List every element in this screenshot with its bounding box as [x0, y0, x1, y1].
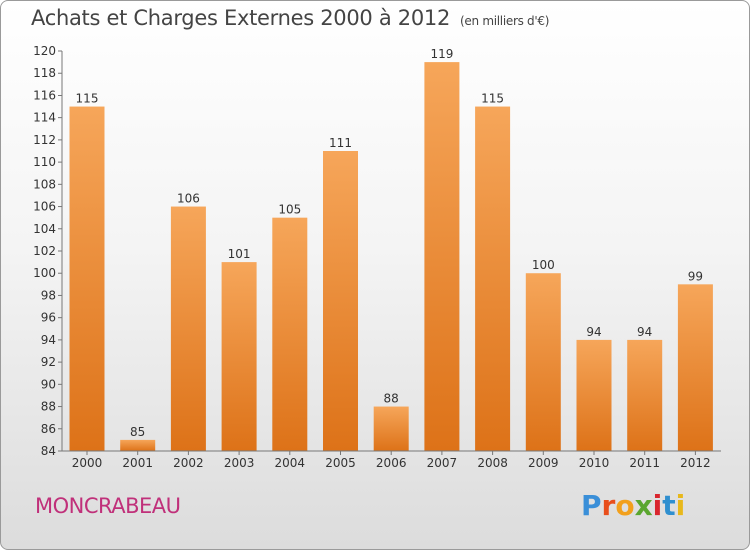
y-tick-label: 100 — [33, 266, 56, 280]
x-tick-label-2000: 2000 — [72, 456, 103, 470]
bars-layer: 115 85 106 101 105 111 88 119 115 100 94 94 99 — [69, 47, 713, 452]
data-label-2005: 111 — [329, 136, 352, 150]
y-tick-label: 108 — [33, 177, 56, 191]
x-tick-label-2008: 2008 — [477, 456, 508, 470]
x-tick-label-2009: 2009 — [528, 456, 559, 470]
y-tick-label: 90 — [41, 377, 56, 391]
y-tick-label: 96 — [41, 311, 56, 325]
y-tick-label: 98 — [41, 288, 56, 302]
bar-2000 — [69, 106, 105, 452]
bar-2011 — [627, 339, 663, 451]
x-tick-label-2011: 2011 — [629, 456, 660, 470]
x-tick-label-2002: 2002 — [173, 456, 204, 470]
y-tick-label: 94 — [41, 333, 56, 347]
logo-letter: r — [601, 489, 616, 522]
bar-2008 — [475, 106, 511, 452]
data-label-2008: 115 — [481, 92, 504, 106]
y-tick-label: 88 — [41, 400, 56, 414]
data-label-2011: 94 — [637, 325, 652, 339]
y-tick-label: 92 — [41, 355, 56, 369]
data-label-2006: 88 — [384, 392, 399, 406]
bar-2010 — [576, 339, 612, 451]
bar-2009 — [525, 273, 561, 451]
y-tick-label: 84 — [41, 444, 56, 458]
x-tick-label-2003: 2003 — [224, 456, 255, 470]
data-label-2010: 94 — [586, 325, 601, 339]
bar-2007 — [424, 62, 460, 451]
logo-letter: o — [615, 489, 635, 522]
logo-letter: i — [675, 489, 686, 522]
y-tick-label: 116 — [33, 88, 56, 102]
logo-letter: P — [581, 489, 602, 522]
data-label-2007: 119 — [430, 47, 453, 61]
y-tick-label: 104 — [33, 222, 56, 236]
data-label-2012: 99 — [688, 269, 703, 283]
logo-letter: x — [634, 489, 653, 522]
x-tick-label-2010: 2010 — [579, 456, 610, 470]
bar-2005 — [323, 151, 358, 451]
data-label-2002: 106 — [177, 192, 200, 206]
data-label-2009: 100 — [532, 258, 555, 272]
bar-2012 — [677, 284, 713, 451]
axes-layer: 84 86 88 90 92 94 96 98 100 102 104 106 108 110 112 114… — [33, 44, 721, 470]
data-label-2000: 115 — [76, 92, 99, 106]
data-label-2003: 101 — [228, 247, 251, 261]
commune-name: MONCRABEAU — [35, 494, 181, 518]
bar-2004 — [272, 217, 308, 451]
bar-2006 — [373, 406, 409, 451]
data-label-2001: 85 — [130, 425, 145, 439]
y-tick-label: 106 — [33, 200, 56, 214]
data-label-2004: 105 — [278, 203, 301, 217]
chart-subtitle: (en milliers d'€) — [460, 14, 550, 28]
logo-letter: i — [652, 489, 663, 522]
y-tick-label: 102 — [33, 244, 56, 258]
y-tick-label: 118 — [33, 66, 56, 80]
logo-letter: t — [662, 489, 676, 522]
proxiti-logo: Proxiti — [581, 489, 685, 522]
x-tick-label-2012: 2012 — [680, 456, 711, 470]
x-tick-label-2005: 2005 — [325, 456, 356, 470]
bar-2002 — [170, 206, 206, 451]
x-tick-label-2007: 2007 — [427, 456, 458, 470]
x-tick-label-2001: 2001 — [122, 456, 153, 470]
chart-title-text: Achats et Charges Externes 2000 à 2012 — [31, 6, 451, 30]
y-tick-label: 110 — [33, 155, 56, 169]
x-tick-label-2006: 2006 — [376, 456, 407, 470]
bar-2001 — [120, 439, 156, 451]
bar-2003 — [221, 262, 257, 451]
y-tick-label: 112 — [33, 133, 56, 147]
y-tick-label: 86 — [41, 422, 56, 436]
chart-title: Achats et Charges Externes 2000 à 2012 (e… — [31, 6, 549, 30]
y-tick-label: 120 — [33, 44, 56, 58]
y-tick-label: 114 — [33, 111, 56, 125]
x-tick-label-2004: 2004 — [275, 456, 306, 470]
